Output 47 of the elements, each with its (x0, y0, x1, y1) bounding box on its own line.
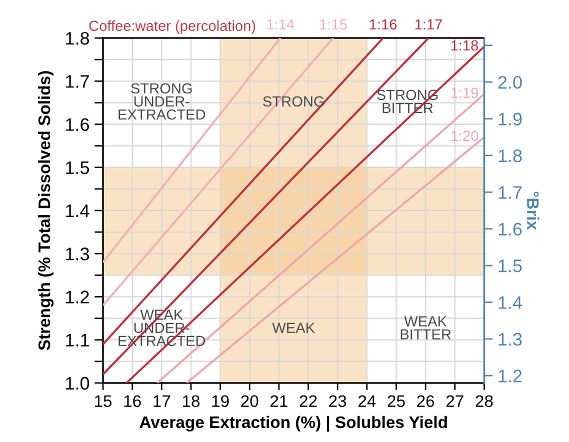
annotation: WEAK BITTER (400, 316, 451, 340)
x-tick-label: 18 (182, 395, 200, 408)
y-tick-label: 1.5 (66, 162, 90, 174)
series-label: 1:19 (451, 88, 478, 98)
y2-tick-label: 1.3 (498, 332, 522, 346)
x-tick-label: 19 (212, 395, 229, 408)
x-tick-label: 20 (241, 395, 258, 408)
x-tick-label: 21 (270, 395, 288, 407)
y-tick-label: 1.7 (66, 75, 89, 88)
y-tick-label: 1.0 (66, 376, 90, 390)
y2-tick-label: 1.8 (498, 149, 522, 162)
chart-title: Coffee:water (percolation) (89, 20, 256, 34)
y2-tick-label: 1.9 (498, 112, 522, 126)
x-tick-label: 27 (446, 395, 464, 407)
y2-tick-label: 1.6 (498, 222, 522, 236)
x-axis-title: Average Extraction (%) | Solubles Yield (140, 416, 447, 432)
y2-tick-label: 1.5 (498, 260, 522, 272)
y2-tick-label: 1.2 (498, 370, 522, 382)
x-tick-label: 28 (476, 395, 493, 408)
x-tick-label: 22 (300, 395, 317, 407)
annotation: STRONG (263, 96, 324, 107)
x-tick-label: 15 (94, 395, 112, 408)
y2-tick-label: 1.7 (498, 186, 522, 199)
y-tick-label: 1.4 (66, 204, 90, 218)
y2-tick-label: 1.4 (498, 296, 522, 309)
series-label: 1:17 (415, 19, 442, 30)
series-label: 1:15 (320, 19, 347, 30)
y2-axis-title: °Brix (527, 192, 540, 230)
x-tick-label: 25 (388, 395, 405, 408)
annotation: WEAK (272, 322, 315, 333)
x-tick-label: 23 (329, 395, 346, 408)
y-tick-label: 1.2 (66, 290, 89, 304)
x-tick-label: 16 (124, 395, 141, 408)
x-tick-label: 24 (358, 395, 376, 407)
series-label: 1:14 (267, 19, 294, 30)
y-tick-label: 1.6 (66, 118, 90, 131)
x-tick-label: 26 (417, 395, 434, 408)
y2-tick-label: 2.0 (498, 76, 522, 89)
x-tick-label: 17 (154, 395, 170, 407)
annotation: STRONG UNDER- EXTRACTED (118, 83, 206, 120)
y-axis-title: Strength (% Total Dissolved Solids) (38, 71, 54, 350)
series-label: 1:18 (451, 40, 478, 51)
series-label: 1:20 (451, 130, 478, 142)
y-tick-label: 1.3 (66, 248, 90, 260)
y-tick-label: 1.8 (66, 32, 90, 45)
series-label: 1:16 (370, 19, 397, 30)
y-tick-label: 1.1 (66, 334, 89, 346)
